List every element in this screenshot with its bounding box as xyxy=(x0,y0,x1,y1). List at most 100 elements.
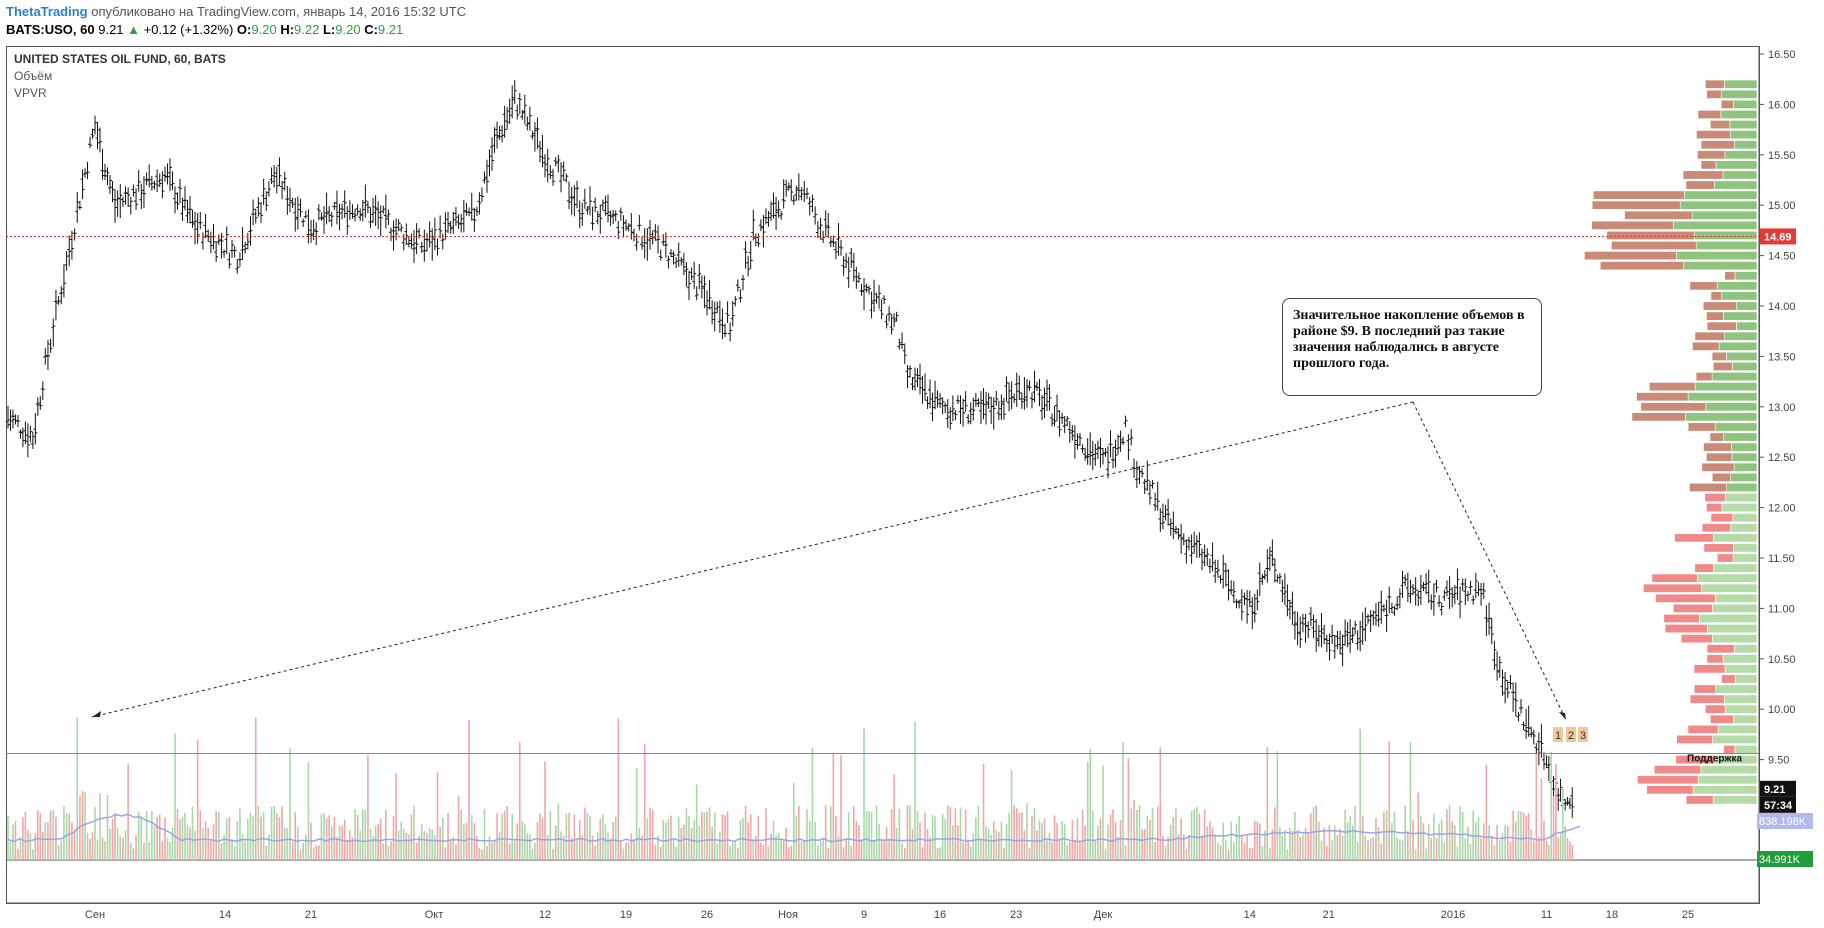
volume-bar xyxy=(1253,820,1256,860)
volume-bar xyxy=(549,810,552,860)
volume-bar xyxy=(199,810,202,860)
vpvr-down-bar xyxy=(1696,130,1731,140)
vpvr-down-bar xyxy=(1689,281,1718,291)
ohlc-bar xyxy=(482,171,487,184)
ohlc-bar xyxy=(618,207,623,221)
ohlc-bar xyxy=(828,235,833,248)
time-tick-label: 2016 xyxy=(1441,909,1465,921)
ohlc-bar xyxy=(892,313,897,328)
ohlc-bar xyxy=(1197,532,1202,558)
ohlc-bar xyxy=(613,210,618,222)
volume-bar xyxy=(672,840,675,860)
vpvr-down-bar xyxy=(1676,734,1713,744)
volume-bar xyxy=(1294,811,1296,860)
ohlc-bar xyxy=(160,171,165,199)
volume-bar xyxy=(1380,843,1383,860)
volume-bar xyxy=(129,843,132,860)
vpvr-up-bar xyxy=(1718,341,1758,351)
ohlc-bar xyxy=(1192,531,1197,554)
volume-bar xyxy=(1336,834,1339,860)
volume-bar xyxy=(372,836,374,860)
ohlc-bar xyxy=(1245,590,1250,624)
author-link[interactable]: ThetaTrading xyxy=(6,4,88,19)
volume-bar xyxy=(670,815,672,860)
ohlc-bar xyxy=(1108,430,1113,458)
volume-bar xyxy=(1248,847,1251,860)
volume-bar xyxy=(941,813,944,860)
volume-bar xyxy=(675,846,677,860)
ohlc-bar xyxy=(134,188,139,211)
ohlc-bar xyxy=(474,206,479,216)
ohlc-bar xyxy=(1350,627,1355,643)
volume-bar xyxy=(719,831,721,860)
volume-bar xyxy=(215,811,217,860)
vpvr-up-bar xyxy=(1707,624,1758,634)
ohlc-bar xyxy=(451,211,456,234)
volume-bar xyxy=(926,829,929,860)
ohlc-bar xyxy=(928,379,933,409)
ohlc-bar xyxy=(340,203,345,220)
volume-bar xyxy=(249,812,252,860)
ohlc-bar xyxy=(136,169,141,192)
volume-bar xyxy=(998,831,1000,860)
volume-bar xyxy=(982,763,985,860)
volume-bar xyxy=(1461,812,1464,860)
ohlc-bar xyxy=(791,195,796,206)
volume-bar xyxy=(1522,812,1525,860)
volume-bar xyxy=(194,830,196,860)
ohlc-bar xyxy=(1343,619,1348,646)
volume-bar xyxy=(924,812,926,860)
volume-bar xyxy=(609,838,612,860)
volume-bar xyxy=(617,718,620,860)
volume-bar xyxy=(898,808,901,860)
volume-bar xyxy=(1480,838,1482,860)
vpvr-legend[interactable]: VPVR xyxy=(14,86,47,100)
volume-legend[interactable]: Объём xyxy=(14,69,53,83)
ohlc-bar xyxy=(996,400,1001,421)
ohlc-bar xyxy=(763,208,768,225)
ohlc-bar xyxy=(1531,729,1536,745)
ohlc-bar xyxy=(1387,586,1392,614)
volume-bar xyxy=(541,818,544,860)
ohlc-bar xyxy=(517,92,522,114)
ohlc-bar xyxy=(175,192,180,210)
ohlc-bar xyxy=(1567,797,1572,810)
ohlc-bar xyxy=(556,154,561,173)
volume-bar xyxy=(460,809,462,860)
volume-bar xyxy=(1488,824,1490,860)
volume-bar xyxy=(86,833,89,860)
ohlc-bar xyxy=(897,338,902,350)
time-tick-label: 26 xyxy=(701,909,713,921)
ohlc-bar xyxy=(844,252,849,268)
volume-bar xyxy=(278,817,281,860)
annotation-callout[interactable]: Значительное накопление объемов в районе… xyxy=(1282,298,1542,396)
ohlc-bar xyxy=(25,423,30,458)
volume-bar xyxy=(893,774,895,860)
volume-bar xyxy=(1562,790,1564,860)
ohlc-bar xyxy=(178,178,182,203)
volume-bar xyxy=(604,824,607,860)
volume-bar xyxy=(1036,830,1038,860)
volume-bar xyxy=(1506,825,1509,860)
volume-bar xyxy=(1372,836,1375,860)
volume-bar xyxy=(1005,824,1008,860)
volume-bar xyxy=(1269,847,1271,860)
volume-bar xyxy=(1477,816,1480,860)
ohlc-bar xyxy=(1132,458,1137,478)
volume-bar xyxy=(698,825,701,860)
volume-bar xyxy=(1243,843,1246,860)
ohlc-bar xyxy=(877,285,882,309)
ohlc-bar xyxy=(595,210,600,225)
ohlc-bar xyxy=(1052,405,1057,427)
volume-bar xyxy=(27,829,29,860)
volume-bar xyxy=(191,806,194,860)
price-tick-label: 9.50 xyxy=(1768,755,1789,767)
ohlc-bar xyxy=(582,188,587,209)
volume-bar xyxy=(880,838,883,860)
volume-bar xyxy=(1359,728,1361,860)
volume-bar xyxy=(116,828,119,860)
last-price-badge xyxy=(1760,780,1796,797)
ohlc-bar xyxy=(1306,621,1311,638)
ohlc-bar xyxy=(319,212,324,221)
